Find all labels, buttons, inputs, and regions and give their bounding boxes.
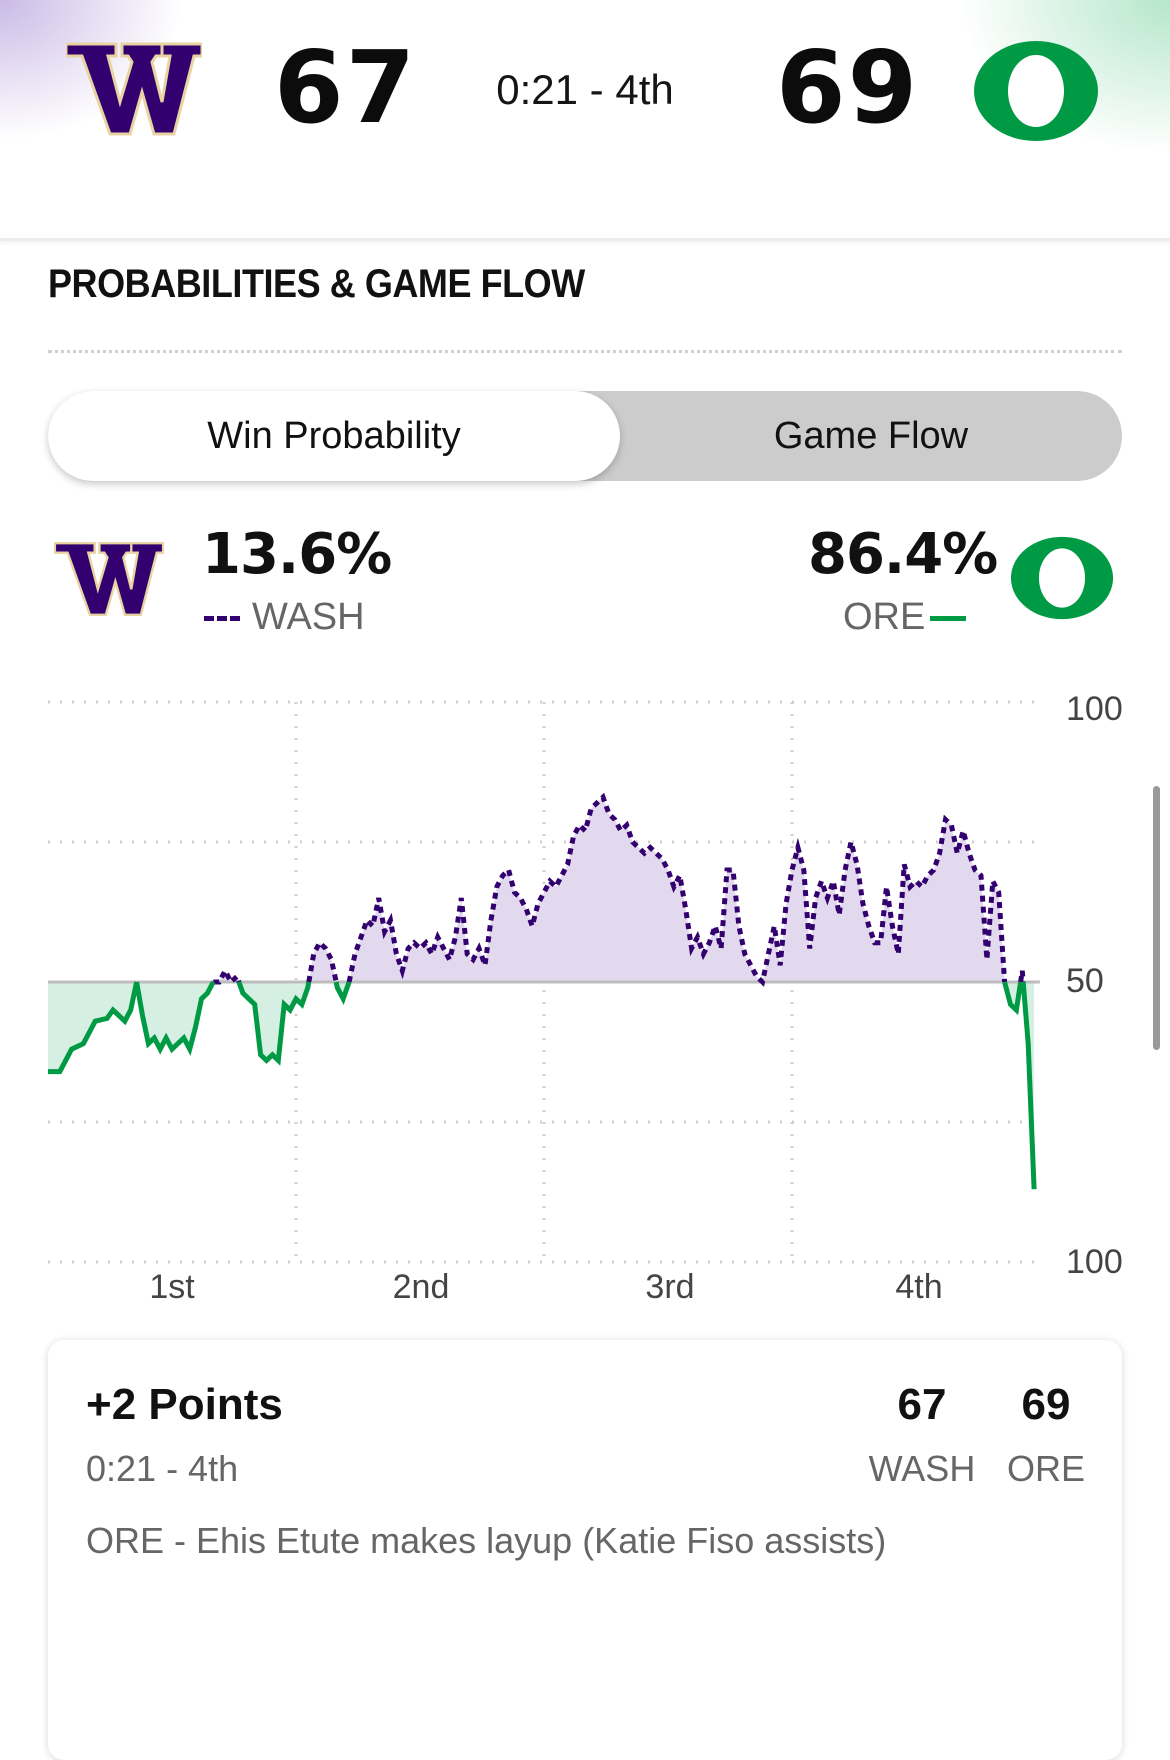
y-label-middle: 50 [1066,962,1104,1000]
scoreboard-header: 67 0:21 - 4th 69 [0,0,1170,241]
y-label-bottom: 100 [1066,1243,1123,1281]
win-probability-chart [48,700,1040,1264]
ore-area-fill [48,982,1035,1190]
wash-win-prob-line [213,792,1026,987]
quarter-label-4: 4th [895,1268,943,1306]
away-legend-dash [204,616,240,621]
tab-game-flow[interactable]: Game Flow [773,414,969,457]
quarter-label-2: 2nd [392,1268,450,1306]
page-scrollbar[interactable] [1153,786,1160,1050]
washington-w-small-icon [53,540,165,623]
chart-view-toggle: Win Probability Game Flow [48,391,1122,481]
y-label-top: 100 [1066,690,1123,728]
home-abbr: ORE [843,596,926,638]
oregon-o-small-icon [1006,532,1118,629]
section-title: PROBABILITIES & GAME FLOW [48,262,585,306]
washington-w-logo-icon[interactable] [64,40,204,143]
last-play-card[interactable]: +2 Points 0:21 - 4th ORE - Ehis Etute ma… [48,1340,1122,1760]
wash-area-fill [136,797,1024,982]
quarter-label-1: 1st [149,1268,195,1306]
tab-win-probability[interactable]: Win Probability [48,391,620,481]
play-time: 0:21 - 4th [86,1448,239,1489]
ore-win-prob-line [48,980,1037,1190]
away-abbr: WASH [252,596,365,638]
oregon-o-logo-icon[interactable] [968,36,1104,151]
divider [48,350,1122,353]
play-away-abbr: WASH [868,1448,976,1489]
game-clock: 0:21 - 4th [496,66,674,113]
away-score: 67 [274,29,418,146]
home-score: 69 [776,29,920,146]
away-win-pct: 13.6% [202,522,392,587]
play-home-score: 69 [1021,1380,1071,1429]
play-title: +2 Points [86,1380,283,1429]
home-legend-line [930,616,966,621]
quarter-label-3: 3rd [645,1268,695,1306]
play-description: ORE - Ehis Etute makes layup (Katie Fiso… [86,1520,887,1561]
play-home-abbr: ORE [1006,1448,1085,1489]
play-away-score: 67 [897,1380,947,1429]
home-win-pct: 86.4% [808,522,998,587]
